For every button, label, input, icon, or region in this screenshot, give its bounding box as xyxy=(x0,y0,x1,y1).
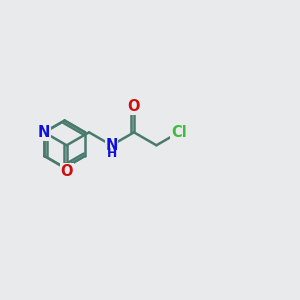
Text: H: H xyxy=(106,147,117,160)
Text: O: O xyxy=(60,164,73,179)
Text: N: N xyxy=(38,125,50,140)
Text: Cl: Cl xyxy=(171,125,187,140)
Text: N: N xyxy=(105,138,118,153)
Text: O: O xyxy=(128,99,140,114)
